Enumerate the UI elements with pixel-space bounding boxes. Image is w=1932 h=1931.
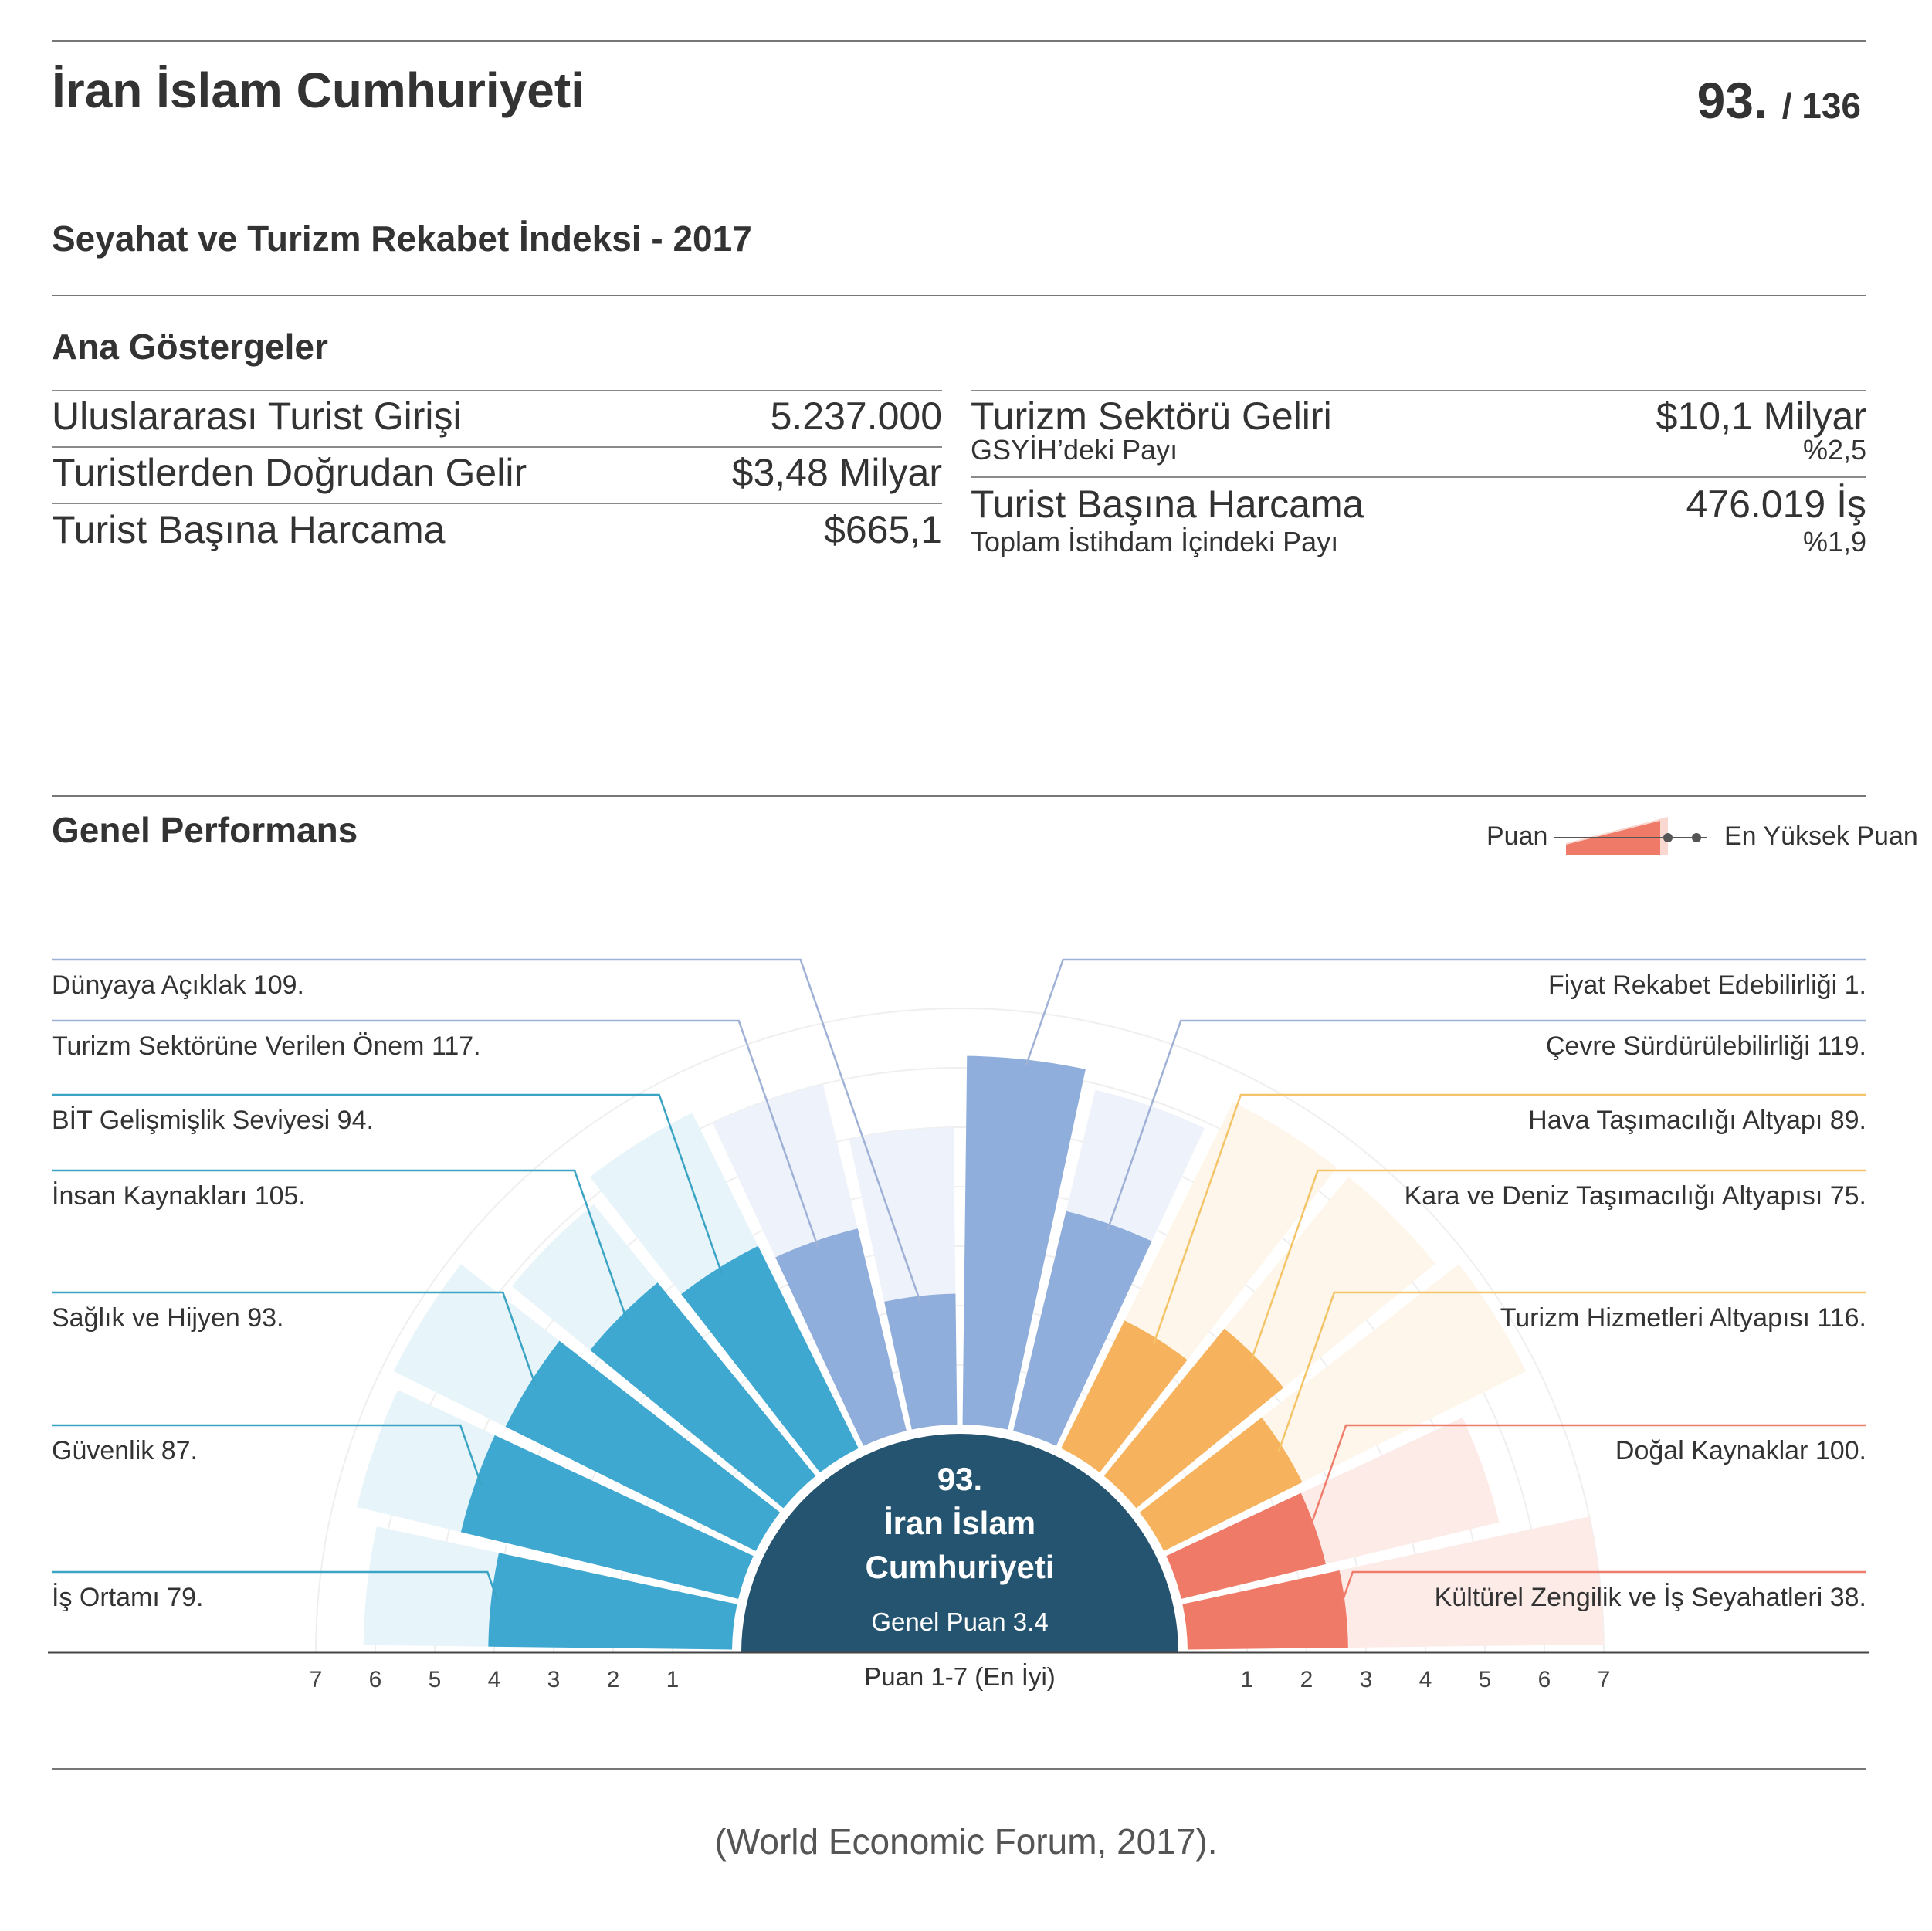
- pillar-leader-line: [52, 958, 922, 1303]
- pillar-leader-line: [52, 1019, 819, 1248]
- section-rule: [52, 295, 1866, 296]
- pillar-score-bar: [1013, 1211, 1152, 1446]
- pillar-score-bar: [1182, 1570, 1348, 1650]
- kpi-label: Uluslararası Turist Girişi: [52, 395, 462, 438]
- center-name: İran İslam: [884, 1505, 1035, 1541]
- guide-arc: [315, 1008, 1605, 1653]
- pillar-score-bar: [460, 1435, 754, 1599]
- center-score: Genel Puan 3.4: [871, 1607, 1048, 1636]
- legend-swatch: [1554, 817, 1707, 855]
- pillar-label: Sağlık ve Hijyen 93.: [52, 1303, 284, 1333]
- axis-tick-label: 2: [607, 1667, 620, 1692]
- axis-tick-label: 6: [369, 1667, 382, 1692]
- rank-badge: 93. / 136: [1697, 71, 1861, 130]
- index-title: Seyahat ve Turizm Rekabet İndeksi - 2017: [52, 219, 752, 259]
- pillar-score-bar: [505, 1340, 781, 1551]
- pillar-label: Doğal Kaynaklar 100.: [1615, 1436, 1866, 1465]
- footer-rule: [52, 1768, 1866, 1770]
- pillar-score-bar: [488, 1553, 737, 1650]
- kpi-value: 476.019 İş: [1686, 483, 1866, 526]
- axis-tick-label: 1: [1241, 1667, 1254, 1692]
- top-rule: [52, 40, 1866, 42]
- pillar-label: Turizm Hizmetleri Altyapısı 116.: [1500, 1303, 1866, 1333]
- pillar-label: İnsan Kaynakları 105.: [52, 1181, 306, 1211]
- kpi-divider: [52, 503, 942, 504]
- kpi-sub-label: Toplam İstihdam İçindeki Payı: [971, 526, 1339, 557]
- pillar-leader-line: [1277, 1291, 1866, 1453]
- center-disc: [741, 1434, 1178, 1652]
- axis-label: Puan 1-7 (En İyi): [864, 1662, 1056, 1691]
- pillar-score-bar: [884, 1293, 958, 1430]
- pillar-leader-line: [1152, 1093, 1866, 1344]
- pillar-label: Fiyat Rekabet Edebilirliği 1.: [1548, 971, 1866, 1000]
- rank-total: / 136: [1781, 86, 1861, 126]
- country-title: İran İslam Cumhuriyeti: [52, 63, 585, 118]
- pillar-leader-line: [52, 1291, 537, 1387]
- pillar-label: Kültürel Zengilik ve İş Seyahatleri 38.: [1435, 1583, 1866, 1612]
- axis-tick-label: 1: [666, 1667, 680, 1692]
- kpi-sub-value: %2,5: [1802, 434, 1866, 466]
- pillar-label: Kara ve Deniz Taşımacılığı Altyapısı 75.: [1405, 1181, 1866, 1211]
- rank-value: 93.: [1696, 72, 1768, 129]
- pillar-score-bar: [681, 1245, 859, 1473]
- axis-tick-label: 3: [1360, 1667, 1373, 1692]
- axis-tick-label: 3: [547, 1667, 561, 1692]
- pillar-label: Hava Taşımacılığı Altyapı 89.: [1528, 1106, 1866, 1135]
- kpi-value: 5.237.000: [770, 395, 942, 438]
- pillar-score-bar: [1139, 1417, 1303, 1551]
- radial-chart: İş Ortamı 79. Güvenlik 87. Sağlık ve Hijye…: [48, 958, 1869, 1692]
- pillar-leader-line: [1025, 958, 1866, 1066]
- axis-tick-label: 5: [429, 1667, 442, 1692]
- pillar-leader-line: [52, 1570, 499, 1601]
- kpi-sub-label: GSYİH’deki Payı: [971, 434, 1178, 466]
- performance-title: Genel Performans: [52, 810, 358, 850]
- pillar-score-bar: [1061, 1320, 1188, 1473]
- pillar-score-bar: [775, 1228, 907, 1446]
- axis-tick-label: 2: [1300, 1667, 1313, 1692]
- pillar-label: Güvenlik 87.: [52, 1436, 198, 1465]
- pillar-score-bar: [590, 1282, 816, 1509]
- center-name: Cumhuriyeti: [865, 1549, 1054, 1585]
- pillar-leader-line: [1338, 1570, 1866, 1611]
- legend-score-label: Puan: [1486, 822, 1548, 851]
- pillar-label: Çevre Sürdürülebilirliği 119.: [1546, 1032, 1866, 1061]
- center-rank: 93.: [937, 1461, 982, 1497]
- kpi-value: $3,48 Milyar: [731, 451, 942, 494]
- pillar-score-bar: [962, 1055, 1086, 1430]
- pillar-label: Turizm Sektörüne Verilen Önem 117.: [52, 1032, 481, 1061]
- pillar-leader-line: [52, 1169, 628, 1320]
- pillar-score-bar: [1103, 1328, 1284, 1509]
- kpi-sub-value: %1,9: [1802, 526, 1866, 557]
- pillar-label: Dünyaya Açıklak 109.: [52, 971, 304, 1000]
- legend-max-label: En Yüksek Puan: [1724, 822, 1918, 851]
- kpi-label: Turistlerden Doğrudan Gelir: [52, 451, 527, 494]
- pillar-label: BİT Gelişmişlik Seviyesi 94.: [52, 1106, 374, 1135]
- kpi-divider: [971, 476, 1866, 478]
- pillar-leader-line: [52, 1093, 723, 1274]
- kpi-value: $665,1: [824, 508, 942, 551]
- kpi-label: Turizm Sektörü Geliri: [971, 395, 1332, 438]
- key-indicators-title: Ana Göstergeler: [52, 327, 328, 367]
- kpi-divider: [52, 390, 942, 391]
- axis-tick-label: 4: [1419, 1667, 1432, 1692]
- performance-rule: [52, 795, 1866, 797]
- kpi-label: Turist Başına Harcama: [971, 483, 1364, 526]
- pillar-score-bar: [1166, 1492, 1326, 1599]
- kpi-label: Turist Başına Harcama: [52, 508, 446, 551]
- pillar-leader-line: [1249, 1169, 1866, 1362]
- axis-tick-label: 6: [1538, 1667, 1551, 1692]
- pillar-leader-line: [1107, 1019, 1866, 1231]
- kpi-value: $10,1 Milyar: [1656, 395, 1866, 438]
- axis-tick-label: 4: [488, 1667, 501, 1692]
- pillar-leader-line: [1308, 1424, 1866, 1531]
- axis-tick-label: 5: [1479, 1667, 1492, 1692]
- kpi-divider: [971, 390, 1866, 391]
- pillar-leader-line: [52, 1424, 483, 1486]
- axis-tick-label: 7: [1598, 1667, 1611, 1692]
- axis-tick-label: 7: [310, 1667, 323, 1692]
- pillar-label: İş Ortamı 79.: [52, 1583, 204, 1612]
- source-note: (World Economic Forum, 2017).: [714, 1821, 1218, 1862]
- kpi-divider: [52, 446, 942, 448]
